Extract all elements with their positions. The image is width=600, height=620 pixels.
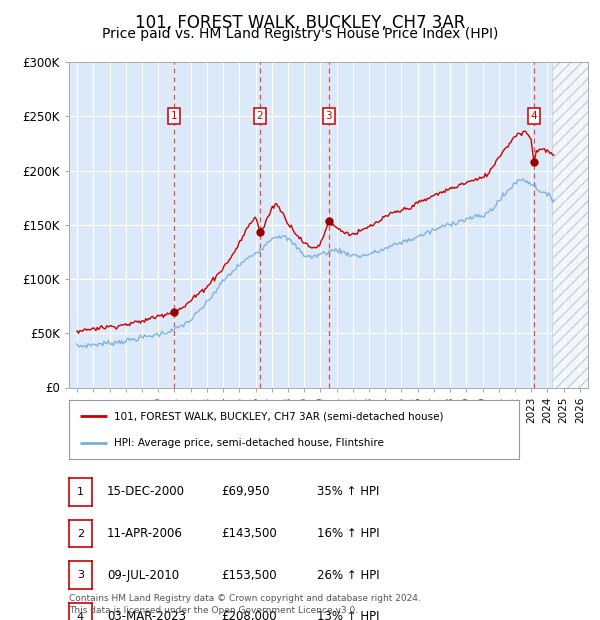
Text: Contains HM Land Registry data © Crown copyright and database right 2024.
This d: Contains HM Land Registry data © Crown c… [69,594,421,615]
Text: 35% ↑ HPI: 35% ↑ HPI [317,485,379,498]
Bar [553,62,588,388]
Text: 1: 1 [170,111,177,122]
Text: 26% ↑ HPI: 26% ↑ HPI [317,569,379,582]
Text: 4: 4 [77,611,84,620]
Text: 15-DEC-2000: 15-DEC-2000 [107,485,185,498]
Text: HPI: Average price, semi-detached house, Flintshire: HPI: Average price, semi-detached house,… [114,438,384,448]
Text: 16% ↑ HPI: 16% ↑ HPI [317,527,379,540]
Text: 1: 1 [77,487,84,497]
Text: 101, FOREST WALK, BUCKLEY, CH7 3AR: 101, FOREST WALK, BUCKLEY, CH7 3AR [135,14,465,32]
Text: £143,500: £143,500 [221,527,277,540]
Text: £69,950: £69,950 [221,485,269,498]
Text: 03-MAR-2023: 03-MAR-2023 [107,610,186,620]
Text: Price paid vs. HM Land Registry's House Price Index (HPI): Price paid vs. HM Land Registry's House … [102,27,498,42]
Text: 3: 3 [326,111,332,122]
Text: 13% ↑ HPI: 13% ↑ HPI [317,610,379,620]
Text: £153,500: £153,500 [221,569,277,582]
Text: £208,000: £208,000 [221,610,277,620]
Text: 3: 3 [77,570,84,580]
Text: 09-JUL-2010: 09-JUL-2010 [107,569,179,582]
Text: 2: 2 [77,528,84,539]
Text: 2: 2 [257,111,263,122]
Text: 11-APR-2006: 11-APR-2006 [107,527,182,540]
Text: 101, FOREST WALK, BUCKLEY, CH7 3AR (semi-detached house): 101, FOREST WALK, BUCKLEY, CH7 3AR (semi… [114,412,443,422]
Text: 4: 4 [530,111,538,122]
